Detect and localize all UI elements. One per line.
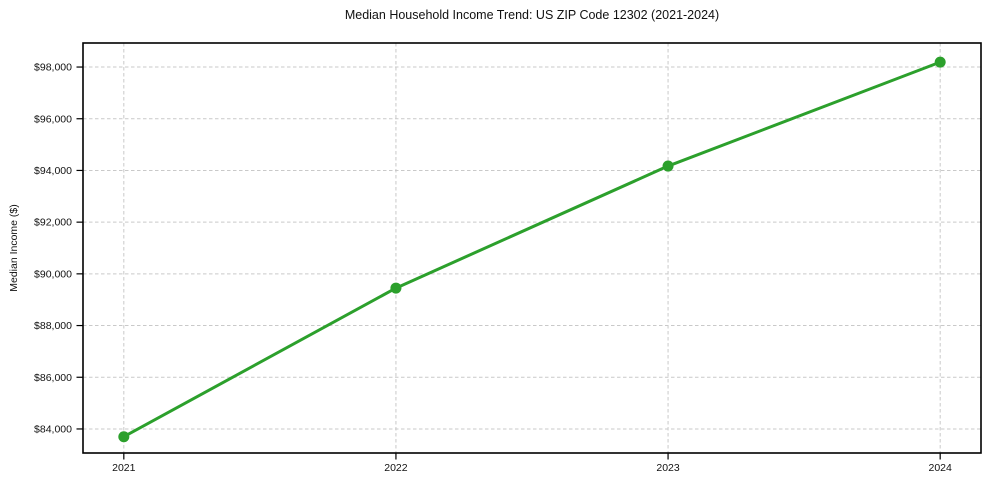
y-tick-label: $84,000 bbox=[34, 424, 72, 436]
x-tick-label: 2023 bbox=[656, 462, 680, 474]
x-tick-label: 2021 bbox=[112, 462, 136, 474]
trend-line bbox=[122, 60, 942, 439]
y-tick-label: $94,000 bbox=[34, 165, 72, 177]
y-tick-label: $90,000 bbox=[34, 268, 72, 280]
data-point bbox=[118, 431, 130, 443]
x-tick-label: 2022 bbox=[384, 462, 408, 474]
x-tick-label: 2024 bbox=[929, 462, 953, 474]
plot-border bbox=[82, 42, 982, 454]
y-tick-label: $92,000 bbox=[34, 217, 72, 229]
y-tick-label: $86,000 bbox=[34, 372, 72, 384]
chart-title: Median Household Income Trend: US ZIP Co… bbox=[344, 8, 720, 22]
y-tick-label: $88,000 bbox=[34, 320, 72, 332]
data-point bbox=[390, 282, 402, 294]
y-tick-label: $96,000 bbox=[34, 113, 72, 125]
data-point bbox=[934, 56, 946, 68]
y-tick-label: $98,000 bbox=[34, 62, 72, 74]
data-point bbox=[662, 160, 674, 172]
